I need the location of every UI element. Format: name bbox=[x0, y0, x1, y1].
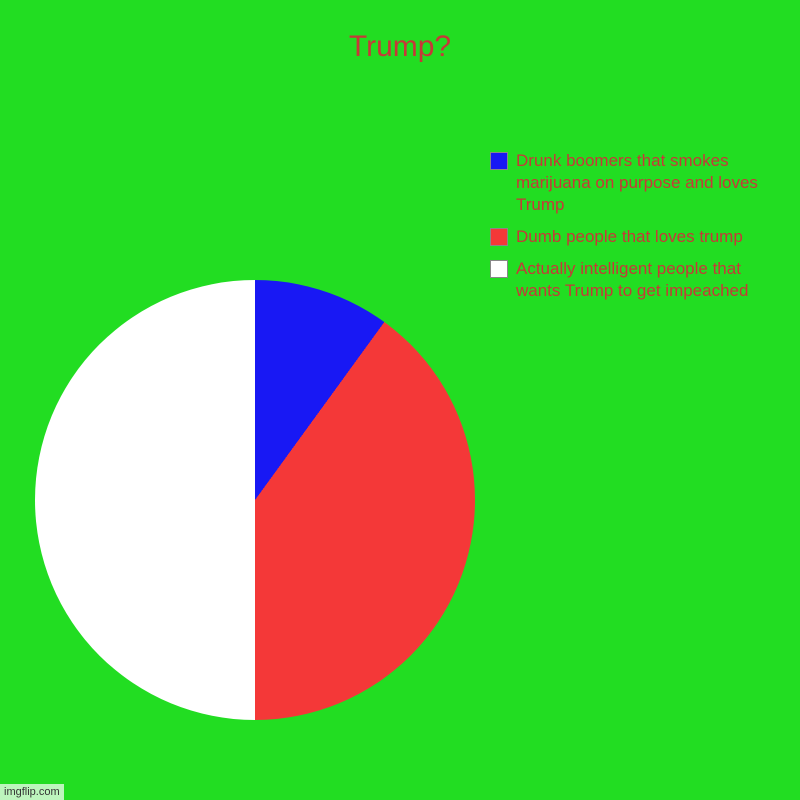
legend-label: Actually intelligent people that wants T… bbox=[516, 258, 780, 302]
legend-item: Actually intelligent people that wants T… bbox=[490, 258, 780, 302]
legend-item: Drunk boomers that smokes marijuana on p… bbox=[490, 150, 780, 216]
legend-item: Dumb people that loves trump bbox=[490, 226, 780, 248]
pie-chart bbox=[35, 280, 475, 720]
legend-swatch bbox=[490, 260, 508, 278]
legend-label: Drunk boomers that smokes marijuana on p… bbox=[516, 150, 780, 216]
legend: Drunk boomers that smokes marijuana on p… bbox=[490, 150, 780, 313]
legend-swatch bbox=[490, 152, 508, 170]
watermark: imgflip.com bbox=[0, 784, 64, 800]
legend-label: Dumb people that loves trump bbox=[516, 226, 743, 248]
chart-title: Trump? bbox=[349, 30, 451, 64]
chart-container: Trump? Drunk boomers that smokes marijua… bbox=[0, 0, 800, 800]
legend-swatch bbox=[490, 228, 508, 246]
